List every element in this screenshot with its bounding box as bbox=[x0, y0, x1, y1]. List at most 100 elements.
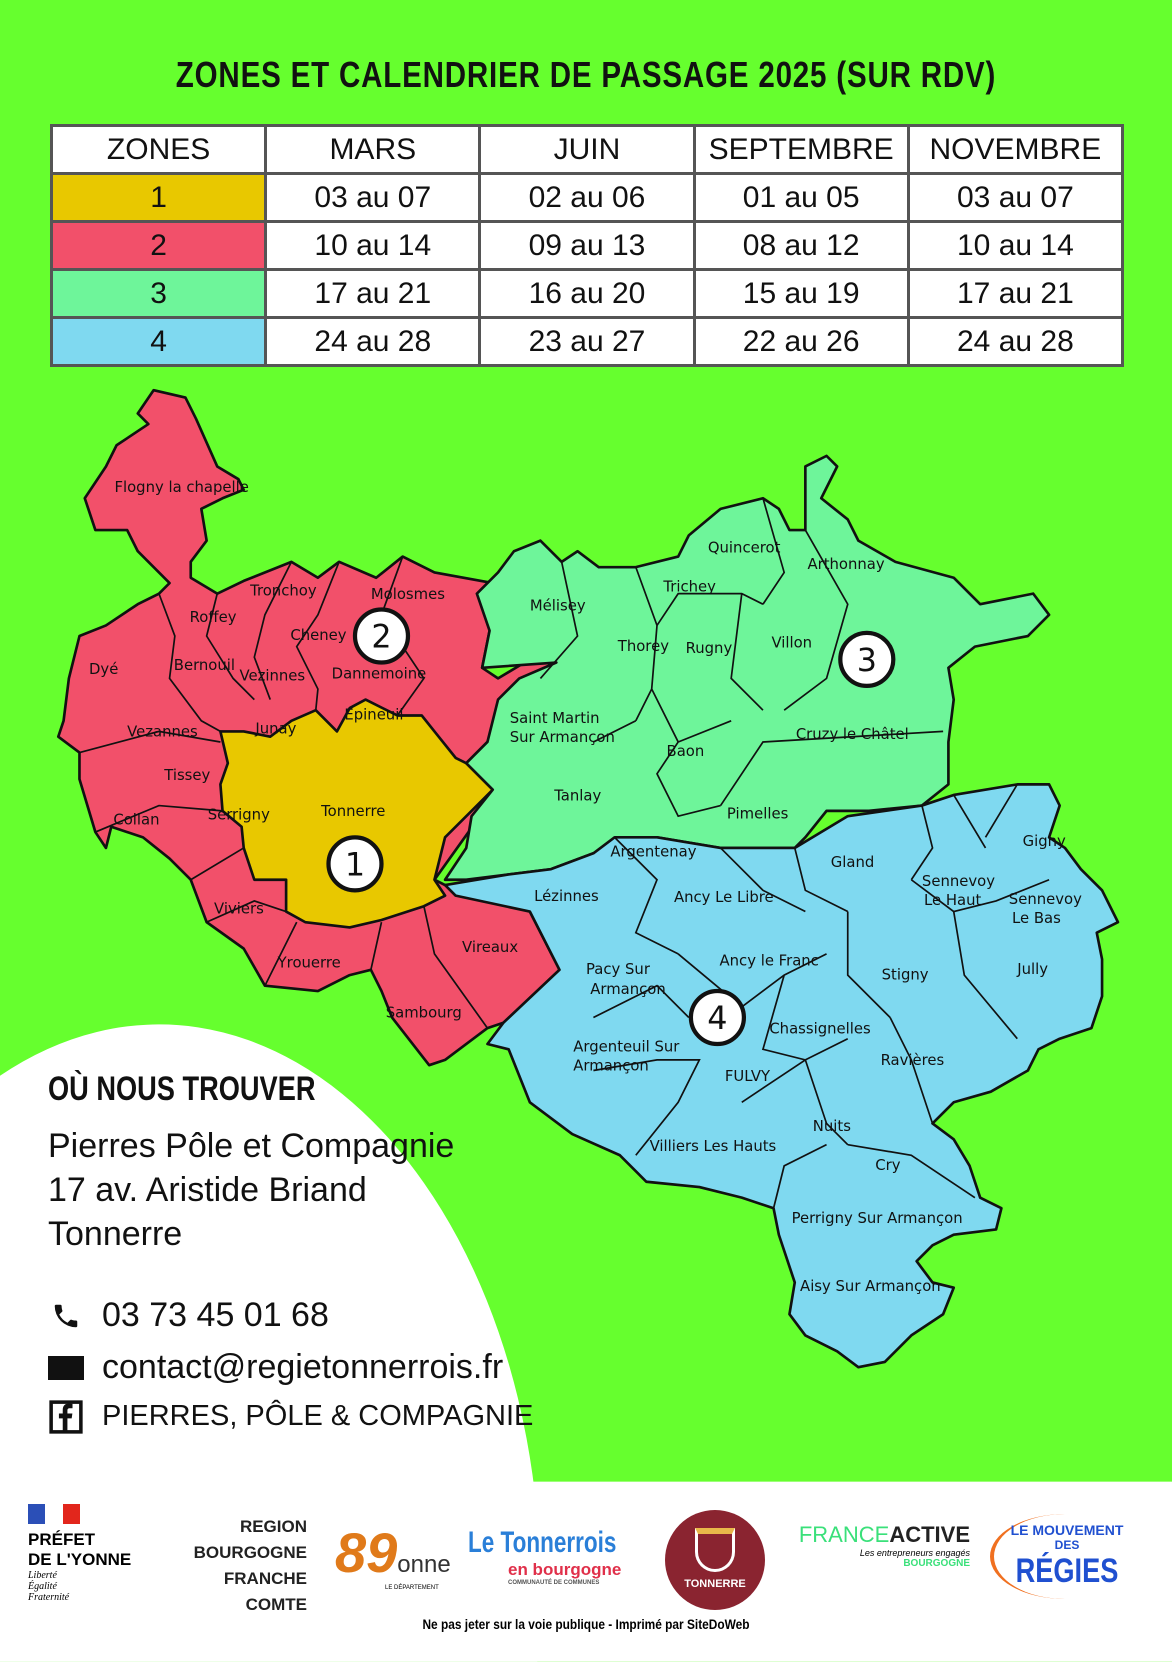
commune-label: Villon bbox=[771, 635, 812, 652]
commune-label: Cry bbox=[875, 1157, 900, 1174]
commune-label: Aisy Sur Armançon bbox=[800, 1278, 941, 1295]
table-row: 2 10 au 14 09 au 13 08 au 12 10 au 14 bbox=[49, 220, 1125, 271]
commune-label: Mélisey bbox=[530, 598, 586, 615]
commune-label: Vireaux bbox=[462, 939, 518, 956]
zone-cell: 1 bbox=[49, 172, 268, 223]
commune-label: Jully bbox=[1016, 961, 1048, 978]
commune-label: Junay bbox=[254, 721, 296, 738]
table-row: 1 03 au 07 02 au 06 01 au 05 03 au 07 bbox=[49, 172, 1125, 223]
column-header: SEPTEMBRE bbox=[692, 124, 910, 175]
logo-prefet: PRÉFET DE L'YONNE Liberté Égalité Frater… bbox=[28, 1504, 131, 1603]
commune-label: Epineuil bbox=[344, 707, 403, 724]
email-row: contact@regietonnerrois.fr bbox=[48, 1348, 503, 1387]
date-cell: 16 au 20 bbox=[478, 268, 696, 319]
date-cell: 01 au 05 bbox=[692, 172, 910, 223]
commune-label: Gigny bbox=[1023, 833, 1066, 850]
date-cell: 03 au 07 bbox=[264, 172, 482, 223]
commune-label: Nuits bbox=[813, 1118, 851, 1135]
commune-label: Viviers bbox=[214, 901, 264, 918]
commune-label: Le Haut bbox=[924, 892, 981, 909]
column-header: ZONES bbox=[49, 124, 268, 175]
commune-label: Collan bbox=[113, 812, 159, 829]
commune-label: Pacy Sur bbox=[586, 961, 651, 978]
facebook-icon bbox=[48, 1399, 84, 1434]
zone-markers: 1 2 3 4 bbox=[326, 607, 896, 1047]
shield-icon bbox=[695, 1528, 735, 1572]
logo-text: TONNERRE bbox=[684, 1578, 746, 1590]
date-cell: 10 au 14 bbox=[906, 220, 1125, 271]
commune-label: Armançon bbox=[573, 1057, 649, 1074]
logo-regies: LE MOUVEMENT DES RÉGIES bbox=[990, 1514, 1140, 1599]
date-cell: 03 au 07 bbox=[906, 172, 1125, 223]
table-header-row: ZONES MARS JUIN SEPTEMBRE NOVEMBRE bbox=[49, 124, 1125, 175]
date-cell: 02 au 06 bbox=[478, 172, 696, 223]
date-cell: 23 au 27 bbox=[478, 316, 696, 367]
address-line: Pierres Pôle et Compagnie bbox=[48, 1127, 455, 1165]
table-row: 4 24 au 28 23 au 27 22 au 26 24 au 28 bbox=[49, 316, 1125, 367]
date-cell: 22 au 26 bbox=[692, 316, 910, 367]
logo-yonne: 89onne LE DÉPARTEMENT bbox=[335, 1520, 451, 1591]
commune-label: Cruzy le Châtel bbox=[796, 726, 909, 743]
commune-label: Gland bbox=[831, 854, 875, 871]
commune-label: Perrigny Sur Armançon bbox=[792, 1210, 963, 1227]
logo-text: Les entrepreneurs engagés bbox=[859, 1548, 970, 1558]
logo-text: LE DÉPARTEMENT bbox=[385, 1585, 439, 1591]
commune-label: Serrigny bbox=[208, 806, 270, 823]
column-header: JUIN bbox=[478, 124, 696, 175]
logo-tonnerrois: Le Tonnerrois en bourgogne COMMUNAUTÉ DE… bbox=[468, 1526, 666, 1586]
logo-text: ACTIVE bbox=[889, 1522, 970, 1547]
date-cell: 24 au 28 bbox=[264, 316, 482, 367]
commune-label: Cheney bbox=[290, 627, 346, 644]
partner-logos: PRÉFET DE L'YONNE Liberté Égalité Frater… bbox=[0, 1500, 1172, 1630]
commune-label: Sambourg bbox=[386, 1005, 462, 1022]
commune-label: Roffey bbox=[190, 609, 237, 626]
commune-label: Chassignelles bbox=[769, 1020, 870, 1037]
footer-background bbox=[0, 1481, 1172, 1662]
commune-label: Villiers Les Hauts bbox=[650, 1138, 777, 1155]
commune-label: Vezannes bbox=[127, 724, 198, 741]
commune-label: Dyé bbox=[89, 661, 118, 678]
logo-text: DES bbox=[1054, 1538, 1080, 1552]
commune-label: Sennevoy bbox=[1009, 891, 1082, 908]
logo-text: FRANCE bbox=[798, 1522, 890, 1547]
date-cell: 17 au 21 bbox=[264, 268, 482, 319]
logo-text: onne bbox=[397, 1551, 451, 1578]
envelope-icon bbox=[48, 1352, 84, 1384]
address-line: Tonnerre bbox=[48, 1215, 183, 1253]
date-cell: 15 au 19 bbox=[692, 268, 910, 319]
column-header: NOVEMBRE bbox=[906, 124, 1125, 175]
logo-franceactive: FRANCEACTIVE Les entrepreneurs engagés B… bbox=[785, 1522, 970, 1569]
commune-label: Sur Armançon bbox=[510, 729, 615, 746]
zone-cell: 2 bbox=[49, 220, 268, 271]
logo-text: BOURGOGNE bbox=[903, 1558, 970, 1569]
logo-text: REGION bbox=[239, 1517, 307, 1536]
phone-icon bbox=[48, 1300, 84, 1332]
commune-label: Armançon bbox=[590, 981, 666, 998]
map-labels: Flogny la chapelle Roffey Tronchoy Molos… bbox=[89, 479, 1082, 1295]
logo-text: 89 bbox=[335, 1521, 398, 1584]
commune-label: Baon bbox=[667, 743, 705, 760]
logo-text: Fraternité bbox=[28, 1592, 70, 1603]
date-cell: 24 au 28 bbox=[906, 316, 1125, 367]
zone-cell: 3 bbox=[49, 268, 268, 319]
commune-label: Ancy Le Libre bbox=[674, 889, 774, 906]
commune-label: FULVY bbox=[725, 1068, 771, 1085]
phone-number[interactable]: 03 73 45 01 68 bbox=[102, 1296, 329, 1334]
commune-label: Arthonnay bbox=[807, 556, 884, 573]
footer-note: Ne pas jeter sur la voie publique - Impr… bbox=[422, 1616, 750, 1632]
commune-label: Tonnerre bbox=[320, 803, 385, 820]
table-row: 3 17 au 21 16 au 20 15 au 19 17 au 21 bbox=[49, 268, 1125, 319]
column-header: MARS bbox=[264, 124, 482, 175]
facebook-link[interactable]: PIERRES, PÔLE & COMPAGNIE bbox=[102, 1400, 534, 1432]
email-link[interactable]: contact@regietonnerrois.fr bbox=[102, 1348, 504, 1386]
commune-label: Dannemoine bbox=[332, 665, 427, 682]
commune-label: Lézinnes bbox=[534, 888, 599, 905]
date-cell: 10 au 14 bbox=[264, 220, 482, 271]
logo-text: PRÉFET bbox=[28, 1530, 96, 1549]
commune-label: Quincerot bbox=[708, 539, 781, 556]
zone-number: 4 bbox=[707, 1000, 727, 1037]
logo-text: Égalité bbox=[28, 1581, 57, 1592]
date-cell: 08 au 12 bbox=[692, 220, 910, 271]
logo-tonnerre: TONNERRE bbox=[665, 1510, 765, 1610]
